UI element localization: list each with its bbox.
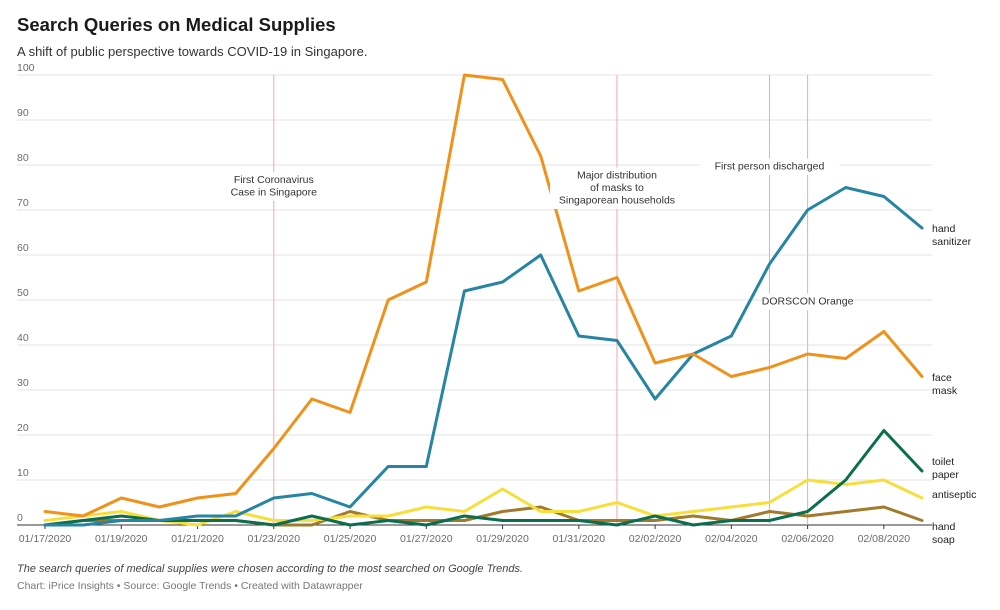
x-tick-label: 01/29/2020 [476, 533, 529, 545]
x-tick-label: 01/21/2020 [171, 533, 224, 545]
series-line-face-mask [43, 73, 924, 518]
y-tick-label: 30 [17, 377, 29, 389]
x-tick-label: 02/02/2020 [629, 533, 682, 545]
series-label-antiseptic: antiseptic [932, 489, 976, 501]
annotation-label: of masks to [590, 182, 644, 194]
y-tick-label: 60 [17, 242, 29, 254]
y-axis: 0 10 20 30 40 50 60 70 80 90 100 [17, 62, 35, 524]
x-tick-label: 01/31/2020 [553, 533, 606, 545]
y-tick-label: 100 [17, 62, 35, 74]
chart-credit: Chart: iPrice Insights • Source: Google … [17, 580, 363, 592]
chart-subtitle: A shift of public perspective towards CO… [17, 44, 368, 59]
y-tick-label: 0 [17, 512, 23, 524]
y-tick-label: 80 [17, 152, 29, 164]
line-chart: 0 10 20 30 40 50 60 70 80 90 100 01/17/2020 01/19/2… [17, 62, 976, 546]
annotation-label: Singaporean households [559, 195, 675, 207]
series-label-face-mask: face mask [932, 372, 958, 397]
series-line-antiseptic [43, 478, 924, 527]
x-tick-label: 01/17/2020 [19, 533, 72, 545]
x-axis: 01/17/2020 01/19/2020 01/21/2020 01/23/2020… [19, 525, 911, 545]
series-label-toilet-paper: toilet paper [932, 456, 959, 481]
annotation-label: First Coronavirus [234, 174, 314, 186]
x-tick-label: 02/06/2020 [781, 533, 834, 545]
x-tick-label: 01/25/2020 [324, 533, 377, 545]
annotation-label: Case in Singapore [231, 187, 318, 199]
annotation-label-bg [699, 158, 840, 175]
series-line-toilet-paper [43, 429, 924, 527]
series-line-hand-sanitizer [43, 186, 924, 527]
annotation-label-bg [221, 172, 326, 201]
y-tick-label: 70 [17, 197, 29, 209]
y-tick-label: 10 [17, 467, 29, 479]
x-tick-label: 02/04/2020 [705, 533, 758, 545]
x-tick-label: 02/08/2020 [858, 533, 911, 545]
chart-note: The search queries of medical supplies w… [17, 563, 524, 575]
annotation-label: Major distribution [577, 170, 657, 182]
series-label-hand-sanitizer: hand sanitizer [932, 223, 972, 248]
chart-title: Search Queries on Medical Supplies [17, 14, 336, 35]
annotation-label-bg [764, 293, 851, 310]
series-labels: hand sanitizer face mask toilet paper antisept… [932, 223, 976, 546]
x-tick-label: 01/19/2020 [95, 533, 148, 545]
annotation-label: First person discharged [715, 161, 825, 173]
y-tick-label: 50 [17, 287, 29, 299]
y-tick-label: 40 [17, 332, 29, 344]
annotation-label-bg [550, 167, 684, 209]
x-tick-label: 01/27/2020 [400, 533, 453, 545]
series-lines [43, 73, 924, 527]
x-tick-label: 01/23/2020 [248, 533, 301, 545]
y-tick-label: 90 [17, 107, 29, 119]
annotation-label: DORSCON Orange [762, 296, 854, 308]
series-label-hand-soap: hand soap [932, 521, 956, 546]
y-tick-label: 20 [17, 422, 29, 434]
